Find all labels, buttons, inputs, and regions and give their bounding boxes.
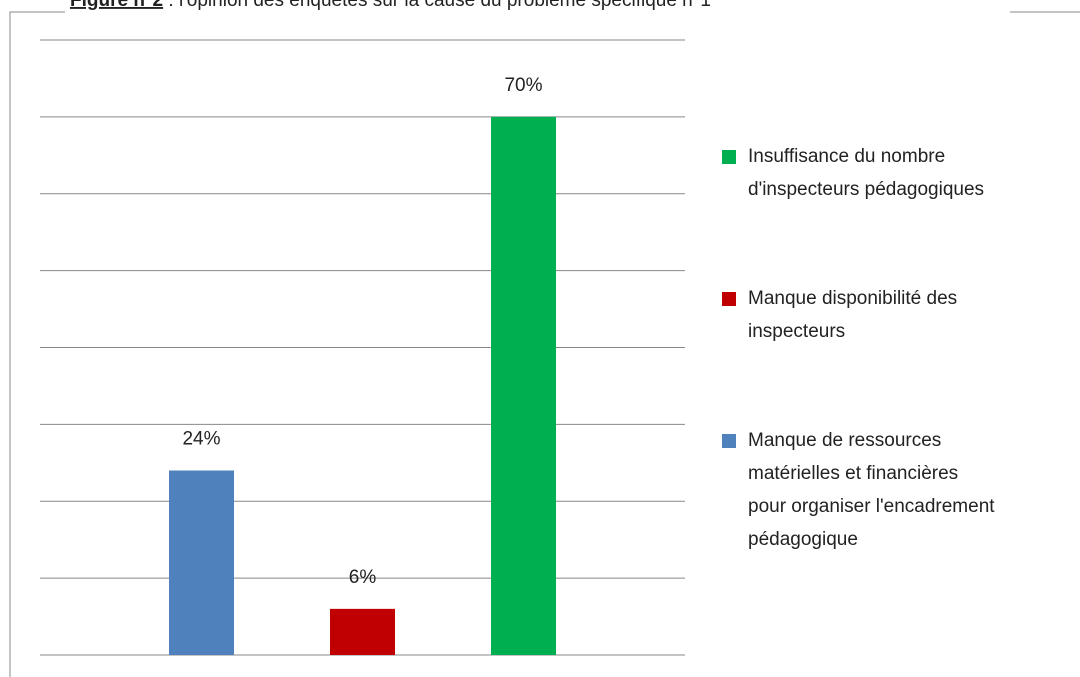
legend-label: Manque disponibilité des inspecteurs bbox=[748, 288, 957, 342]
bar bbox=[330, 608, 395, 655]
bar bbox=[491, 116, 556, 655]
data-label: 24% bbox=[182, 429, 220, 450]
title-text: : l'opinion des enquêtés sur la cause du… bbox=[168, 0, 711, 11]
legend-swatch bbox=[722, 434, 736, 448]
chart-title: Figure n°2 : l'opinion des enquêtés sur … bbox=[70, 0, 711, 11]
chart-frame bbox=[9, 11, 1080, 677]
legend-swatch bbox=[722, 292, 736, 306]
legend-label: Insuffisance du nombre d'inspecteurs péda… bbox=[748, 146, 984, 200]
legend-swatch bbox=[722, 150, 736, 164]
figure-label: Figure n°2 bbox=[70, 0, 163, 11]
data-label: 70% bbox=[504, 75, 542, 96]
legend-label: Manque de ressources matérielles et finan… bbox=[748, 430, 995, 550]
data-label: 6% bbox=[349, 567, 377, 588]
bar bbox=[169, 470, 234, 655]
